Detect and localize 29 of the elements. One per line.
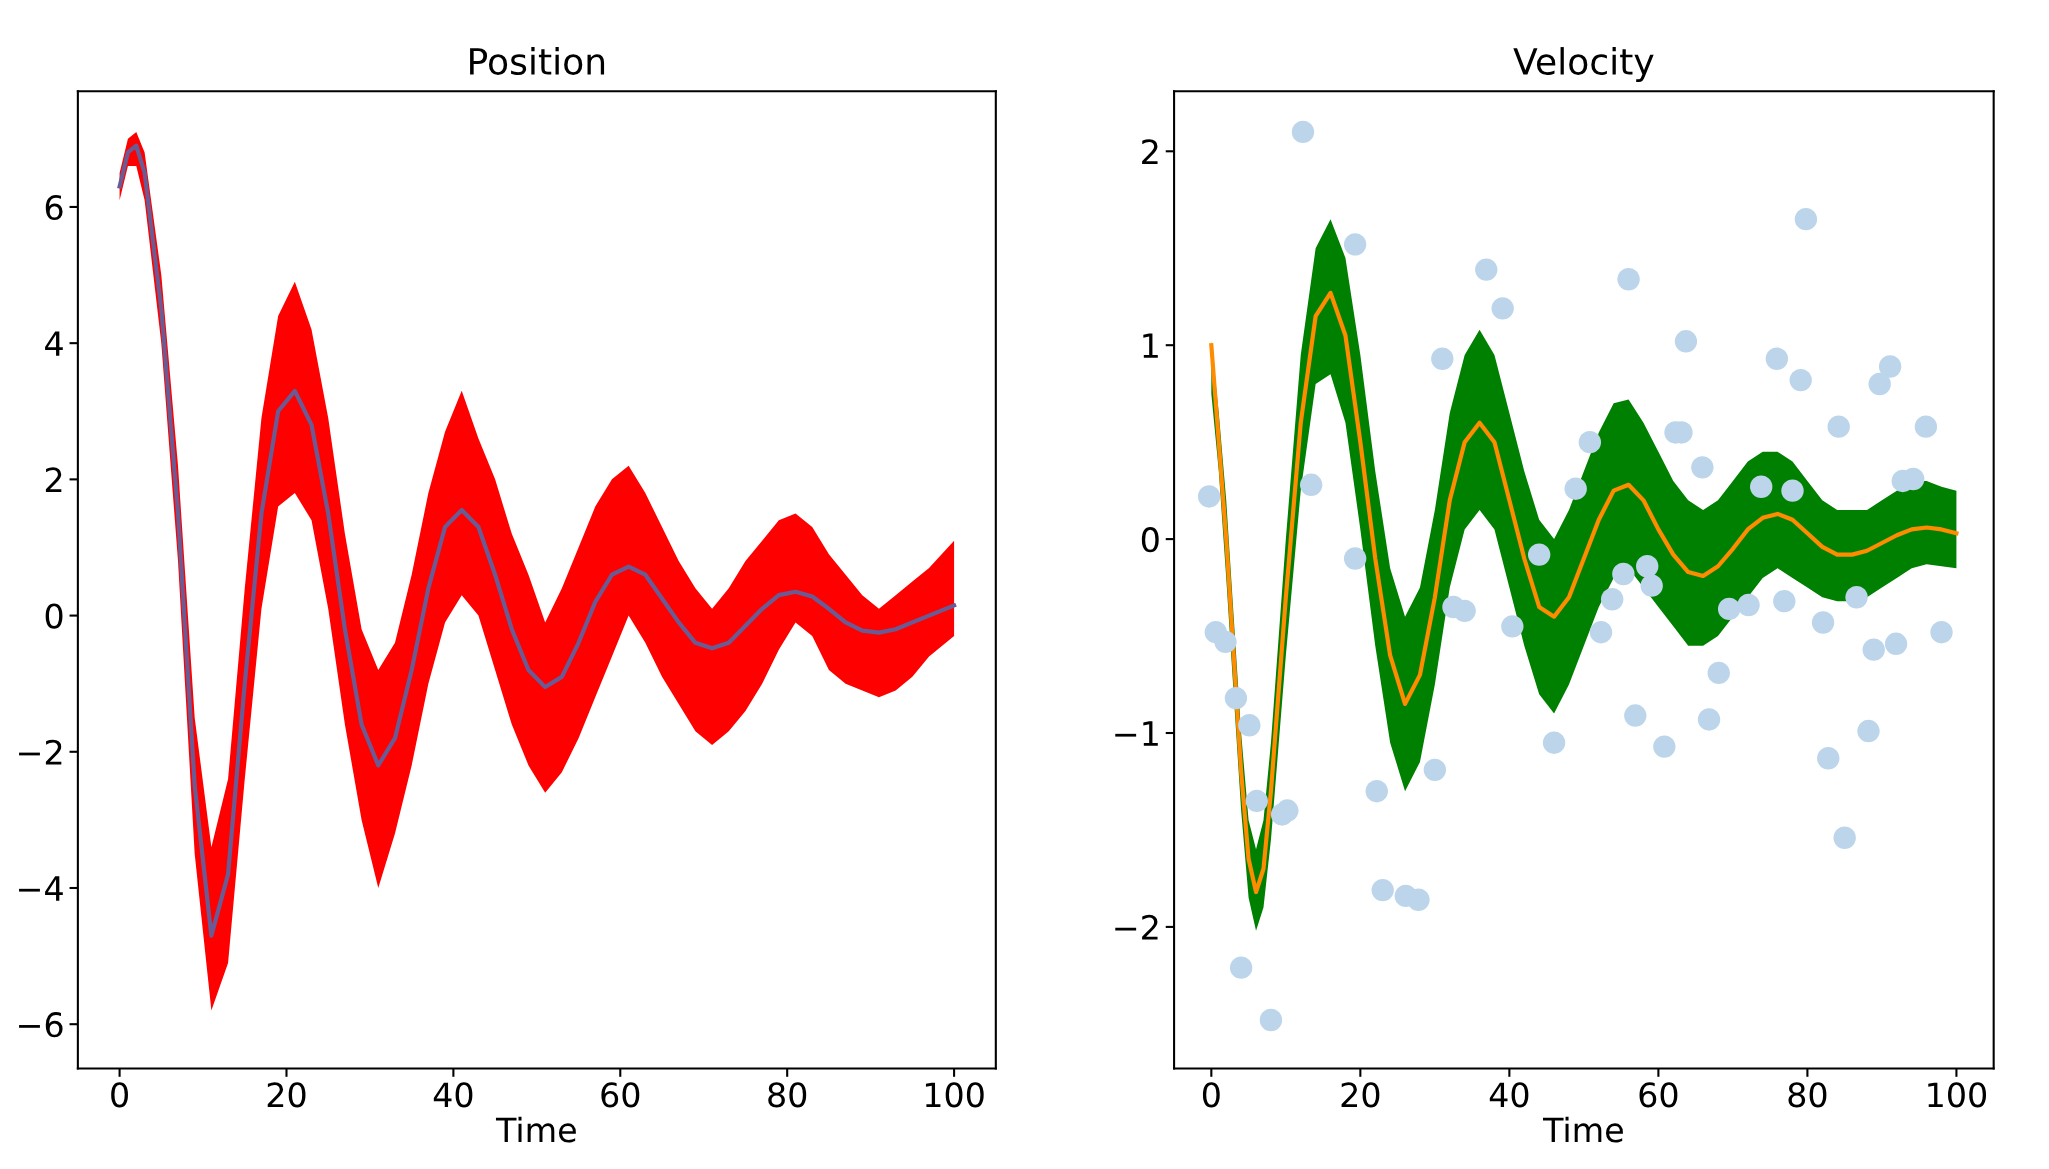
y-tick-label: −2 (19, 739, 62, 765)
x-tick-label: 80 (1788, 1082, 1827, 1108)
x-tick-label: 20 (1341, 1082, 1380, 1108)
y-tick-label: 0 (45, 603, 63, 629)
line-series (1209, 290, 1959, 895)
y-tick-label: 1 (1143, 333, 1158, 358)
y-tick-label: −6 (19, 1012, 63, 1038)
chart-title: Position (470, 47, 605, 76)
x-axis-title: Time (1543, 1116, 1623, 1143)
y-tick-label: 6 (45, 194, 63, 221)
x-tick-label: 60 (601, 1082, 640, 1108)
y-tick-label: −4 (19, 876, 63, 901)
x-axis-title: Time (495, 1116, 576, 1143)
x-tick-label: 60 (1639, 1082, 1678, 1108)
y-tick-label: −2 (1115, 914, 1158, 940)
y-tick-label: 4 (45, 331, 63, 356)
x-tick-label: 100 (925, 1082, 984, 1108)
x-tick-label: 0 (111, 1082, 128, 1108)
x-tick-label: 100 (1928, 1082, 1987, 1108)
x-tick-label: 80 (768, 1082, 807, 1108)
y-tick-label: −1 (1115, 721, 1158, 746)
x-tick-label: 0 (1202, 1082, 1220, 1108)
y-tick-label: 2 (1142, 139, 1158, 164)
chart-title: Velocity (1513, 47, 1654, 83)
x-tick-label: 40 (1489, 1082, 1529, 1108)
y-tick-label: 0 (1141, 527, 1159, 553)
x-tick-label: 40 (433, 1082, 473, 1108)
x-tick-label: 20 (267, 1082, 306, 1108)
y-tick-label: 2 (45, 467, 62, 493)
